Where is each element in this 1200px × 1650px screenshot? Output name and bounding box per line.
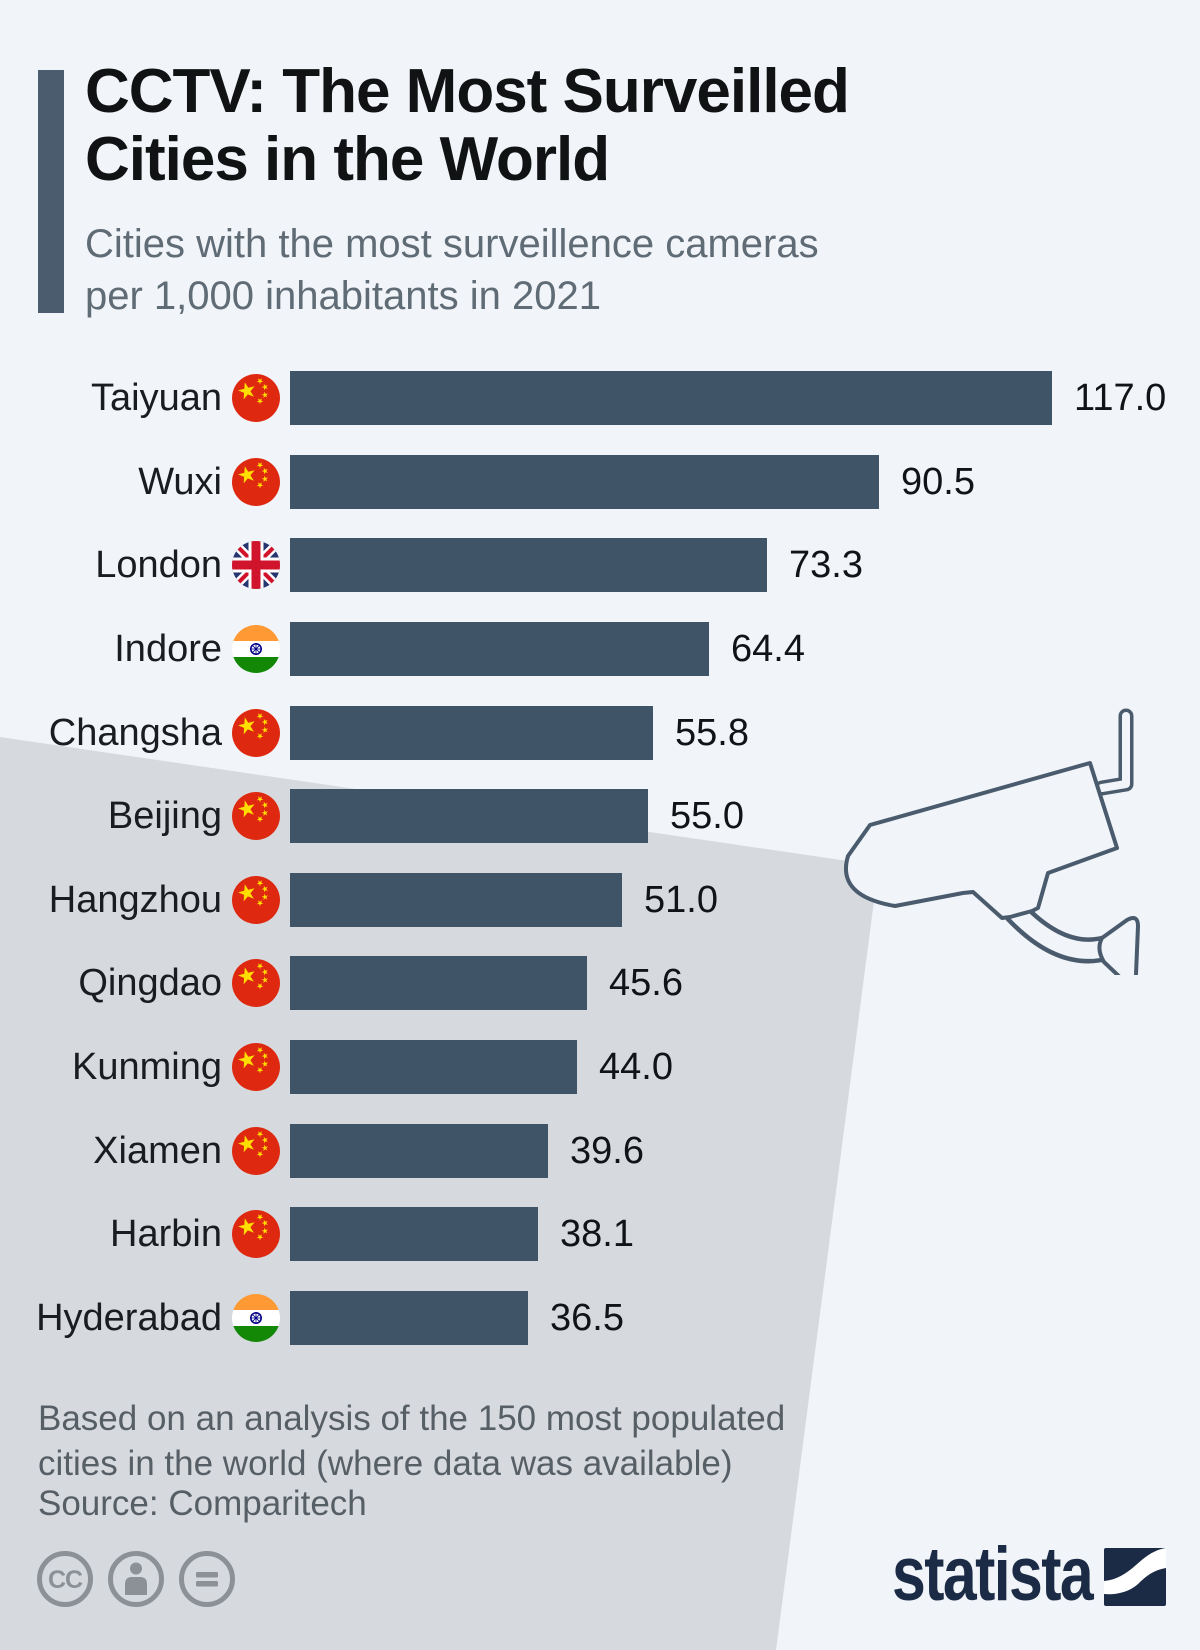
city-label: Wuxi <box>138 460 222 503</box>
value-label: 51.0 <box>644 878 718 921</box>
bar <box>290 1291 528 1345</box>
bar-row: Hyderabad 36.5 <box>0 1276 1200 1360</box>
flag-china-icon <box>232 1127 280 1175</box>
bar-row: Wuxi 90.5 <box>0 440 1200 524</box>
cc-icon: CC <box>37 1551 93 1607</box>
value-label: 55.0 <box>670 794 744 837</box>
flag-china-icon <box>232 792 280 840</box>
city-label: Qingdao <box>78 961 222 1004</box>
bar <box>290 956 587 1010</box>
bar <box>290 371 1052 425</box>
bar <box>290 1124 548 1178</box>
value-label: 64.4 <box>731 627 805 670</box>
bar-row: Taiyuan 117.0 <box>0 356 1200 440</box>
value-label: 38.1 <box>560 1212 634 1255</box>
title-line-2: Cities in the World <box>85 125 610 194</box>
city-label: Xiamen <box>93 1129 222 1172</box>
city-label: London <box>95 543 222 586</box>
bar-row: Changsha 55.8 <box>0 691 1200 775</box>
bar <box>290 455 879 509</box>
subtitle-line-1: Cities with the most surveillence camera… <box>85 222 819 266</box>
statista-logo-mark <box>1104 1548 1166 1606</box>
source: Source: Comparitech <box>38 1484 367 1523</box>
flag-china-icon <box>232 876 280 924</box>
bar-row: London 73.3 <box>0 523 1200 607</box>
flag-india-icon <box>232 625 280 673</box>
value-label: 36.5 <box>550 1296 624 1339</box>
city-label: Harbin <box>110 1212 222 1255</box>
flag-china-icon <box>232 1043 280 1091</box>
bar <box>290 789 648 843</box>
cctv-camera-icon <box>844 708 1140 975</box>
flag-china-icon <box>232 458 280 506</box>
city-label: Hyderabad <box>36 1296 222 1339</box>
city-label: Changsha <box>48 711 222 754</box>
flag-china-icon <box>232 709 280 757</box>
bar <box>290 1040 577 1094</box>
value-label: 90.5 <box>901 460 975 503</box>
flag-china-icon <box>232 1210 280 1258</box>
flag-china-icon <box>232 959 280 1007</box>
bar <box>290 538 767 592</box>
city-label: Taiyuan <box>91 376 222 419</box>
value-label: 117.0 <box>1074 376 1167 419</box>
bar-row: Indore 64.4 <box>0 607 1200 691</box>
city-label: Indore <box>114 627 222 670</box>
bar-row: Hangzhou 51.0 <box>0 858 1200 942</box>
bar-row: Harbin 38.1 <box>0 1192 1200 1276</box>
city-label: Kunming <box>72 1045 222 1088</box>
statista-wordmark: statista <box>891 1532 1094 1617</box>
bar-row: Qingdao 45.6 <box>0 941 1200 1025</box>
bar <box>290 1207 538 1261</box>
license-icons: CC <box>36 1550 236 1608</box>
bar-row: Xiamen 39.6 <box>0 1109 1200 1193</box>
svg-text:CC: CC <box>48 1566 83 1594</box>
flag-uk-icon <box>232 541 280 589</box>
statista-logo: statista <box>842 1532 1166 1617</box>
bar-row: Beijing 55.0 <box>0 774 1200 858</box>
value-label: 45.6 <box>609 961 683 1004</box>
title-line-1: CCTV: The Most Surveilled <box>85 57 850 126</box>
flag-china-icon <box>232 374 280 422</box>
value-label: 55.8 <box>675 711 749 754</box>
bar <box>290 873 622 927</box>
subtitle-line-2: per 1,000 inhabitants in 2021 <box>85 274 601 318</box>
attribution-icon <box>108 1551 164 1607</box>
footnote-line-2: cities in the world (where data was avai… <box>38 1444 733 1483</box>
city-label: Beijing <box>107 794 222 837</box>
footnote: Based on an analysis of the 150 most pop… <box>38 1396 785 1486</box>
bar-row: Kunming 44.0 <box>0 1025 1200 1109</box>
bar <box>290 706 653 760</box>
footnote-line-1: Based on an analysis of the 150 most pop… <box>38 1399 786 1438</box>
value-label: 39.6 <box>570 1129 644 1172</box>
city-label: Hangzhou <box>48 878 222 921</box>
page-title: CCTV: The Most Surveilled Cities in the … <box>85 57 850 194</box>
title-accent-bar <box>38 70 64 313</box>
page-subtitle: Cities with the most surveillence camera… <box>85 218 819 322</box>
value-label: 73.3 <box>789 543 863 586</box>
value-label: 44.0 <box>599 1045 673 1088</box>
no-derivatives-icon <box>179 1551 235 1607</box>
flag-india-icon <box>232 1294 280 1342</box>
bar <box>290 622 709 676</box>
